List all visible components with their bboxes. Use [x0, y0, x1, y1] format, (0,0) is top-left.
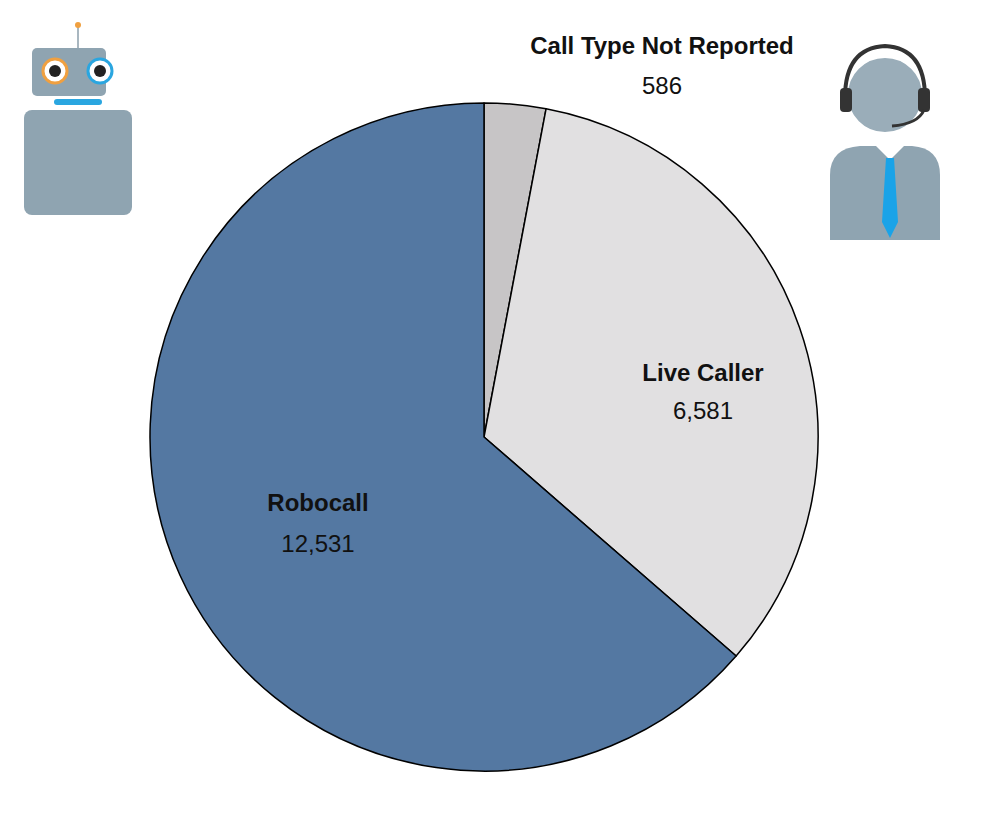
robot-eye: [43, 59, 67, 83]
category-label: Robocall: [267, 489, 368, 516]
robot-head: [32, 48, 106, 96]
person-body: [830, 146, 940, 240]
robot-antenna-tip: [75, 22, 81, 28]
robot-antenna: [77, 26, 79, 48]
chart: Call Type Not Reported 586 Live Caller 6,58…: [0, 0, 982, 840]
pie: [150, 103, 818, 771]
robot-mouth: [54, 99, 102, 105]
value-label: 12,531: [281, 530, 354, 557]
person-icon: [830, 46, 940, 240]
robot-icon: [24, 22, 132, 215]
headset-ear: [840, 88, 852, 112]
person-collar: [876, 146, 904, 160]
robot-pupil: [49, 65, 61, 77]
labels: Call Type Not Reported 586 Live Caller 6,58…: [267, 32, 793, 557]
value-label: 586: [642, 72, 682, 99]
category-label: Call Type Not Reported: [530, 32, 794, 59]
person-tie: [882, 158, 898, 238]
robot-pupil: [94, 65, 106, 77]
robot-body: [24, 110, 132, 215]
headset-ear: [918, 88, 930, 112]
robot-eye: [88, 59, 112, 83]
value-label: 6,581: [673, 397, 733, 424]
headset-mic: [892, 110, 924, 126]
person-head: [847, 57, 923, 133]
pie-slice: [150, 103, 736, 771]
headset-band: [845, 46, 925, 98]
category-label: Live Caller: [642, 359, 763, 386]
